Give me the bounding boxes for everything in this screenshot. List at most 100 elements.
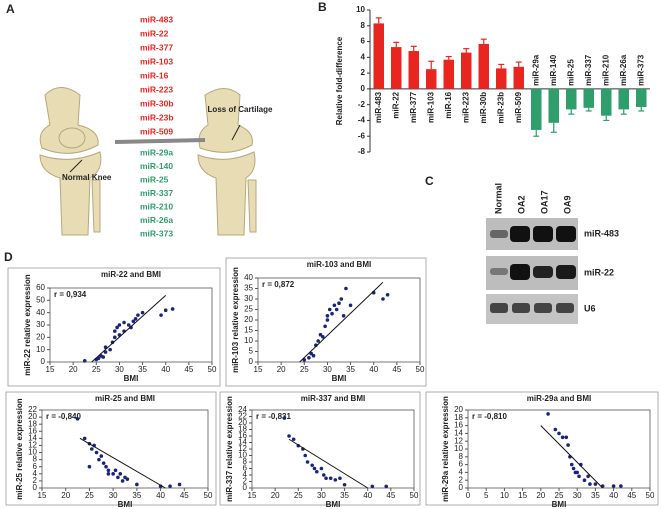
bar bbox=[566, 88, 577, 110]
point bbox=[334, 307, 339, 312]
plot-frame bbox=[219, 391, 421, 506]
point bbox=[117, 323, 122, 327]
x-tick-label: 45 bbox=[392, 365, 401, 374]
point bbox=[90, 447, 94, 451]
mirna-up: miR-16 bbox=[140, 70, 169, 80]
x-tick-label: miR-25 bbox=[566, 59, 575, 86]
point bbox=[118, 472, 123, 476]
x-tick-label: 20 bbox=[69, 365, 78, 374]
y-axis-label: Relative fold-difference bbox=[335, 36, 344, 125]
x-axis-label: BMI bbox=[552, 500, 567, 509]
mirna-up: miR-103 bbox=[140, 56, 173, 66]
blot-column: OA2 bbox=[516, 195, 526, 214]
x-tick-label: 40 bbox=[363, 491, 372, 500]
y-tick-label: 4 bbox=[361, 52, 366, 61]
y-tick-label: 10 bbox=[244, 336, 253, 345]
mirna-up: miR-509 bbox=[140, 126, 173, 136]
trendline bbox=[540, 425, 604, 489]
y-tick-label: 4 bbox=[459, 468, 464, 477]
blot-row: miR-483 bbox=[584, 228, 619, 238]
point bbox=[569, 462, 574, 467]
point bbox=[566, 443, 570, 447]
mirna-up: miR-377 bbox=[140, 42, 173, 52]
point bbox=[325, 314, 330, 318]
bar bbox=[618, 88, 629, 110]
x-axis-label: BMI bbox=[332, 374, 347, 383]
annotation: r = 0,872 bbox=[262, 280, 295, 289]
blot-column: OA17 bbox=[539, 190, 549, 214]
point bbox=[564, 435, 569, 440]
mirna-down: miR-29a bbox=[140, 147, 173, 157]
y-tick-label: 20 bbox=[244, 315, 253, 324]
point bbox=[97, 457, 101, 462]
plot-frame bbox=[7, 267, 221, 387]
bar bbox=[496, 68, 507, 89]
annotation: r = -0,810 bbox=[472, 412, 507, 421]
y-tick-label: 4 bbox=[243, 470, 248, 479]
x-tick-label: 35 bbox=[591, 491, 600, 500]
y-tick-label: 0 bbox=[243, 483, 248, 492]
point bbox=[381, 297, 385, 301]
y-tick-label: 2 bbox=[459, 475, 464, 484]
knee-illustration: Normal Knee Loss of Cartilage bbox=[39, 87, 273, 236]
point bbox=[370, 484, 375, 489]
point bbox=[131, 319, 136, 324]
mirna-up: miR-22 bbox=[140, 28, 169, 38]
y-tick-label: 10 bbox=[454, 444, 463, 453]
x-tick-label: 45 bbox=[180, 491, 189, 500]
point bbox=[159, 313, 163, 317]
panel-label: D bbox=[4, 250, 13, 264]
y-tick-label: 10 bbox=[28, 448, 37, 457]
x-tick-label: miR-103 bbox=[426, 91, 435, 123]
point bbox=[305, 460, 310, 464]
point bbox=[129, 325, 133, 330]
y-tick-label: 18 bbox=[454, 413, 463, 422]
y-tick-label: 0 bbox=[361, 84, 366, 93]
x-tick-label: 0 bbox=[466, 491, 471, 500]
x-tick-label: 45 bbox=[627, 491, 636, 500]
point bbox=[120, 479, 125, 483]
x-tick-label: miR-483 bbox=[374, 91, 383, 123]
y-tick-label: 10 bbox=[36, 345, 45, 354]
y-tick-label: 14 bbox=[238, 438, 247, 447]
x-tick-label: miR-22 bbox=[391, 91, 400, 118]
y-tick-label: 0 bbox=[33, 483, 38, 492]
x-tick-label: 15 bbox=[46, 365, 55, 374]
point bbox=[327, 307, 332, 312]
point bbox=[133, 317, 138, 321]
y-tick-label: 12 bbox=[454, 436, 463, 445]
y-tick-label: 20 bbox=[454, 405, 463, 414]
bar bbox=[583, 88, 594, 108]
x-tick-label: miR-140 bbox=[549, 54, 558, 86]
point bbox=[307, 356, 311, 360]
y-tick-label: 24 bbox=[238, 405, 247, 414]
mirna-down: miR-373 bbox=[140, 228, 173, 238]
y-tick-label: 2 bbox=[361, 68, 366, 77]
y-tick-label: 2 bbox=[243, 477, 248, 486]
mirna-up: miR-223 bbox=[140, 84, 173, 94]
x-tick-label: miR-26a bbox=[619, 54, 628, 86]
trendline bbox=[288, 438, 368, 489]
plot-area bbox=[41, 409, 209, 489]
point bbox=[101, 461, 106, 465]
point bbox=[136, 313, 140, 317]
y-tick-label: 15 bbox=[244, 326, 253, 335]
point bbox=[316, 339, 320, 343]
x-tick-label: 40 bbox=[156, 491, 165, 500]
point bbox=[291, 437, 296, 442]
y-tick-label: 60 bbox=[36, 283, 45, 292]
x-tick-label: 30 bbox=[115, 365, 124, 374]
mirna-up: miR-23b bbox=[140, 112, 174, 122]
x-tick-label: 15 bbox=[38, 491, 47, 500]
bar bbox=[478, 43, 489, 89]
x-tick-label: miR-23b bbox=[496, 92, 505, 124]
mirna-down: miR-337 bbox=[140, 188, 173, 198]
bar bbox=[601, 88, 612, 116]
point bbox=[332, 303, 337, 308]
y-tick-label: -8 bbox=[358, 147, 366, 156]
point bbox=[560, 435, 565, 440]
x-tick-label: 50 bbox=[204, 491, 213, 500]
point bbox=[348, 303, 353, 308]
y-axis-label: miR-103 relative expression bbox=[231, 267, 240, 373]
bar bbox=[408, 51, 419, 89]
